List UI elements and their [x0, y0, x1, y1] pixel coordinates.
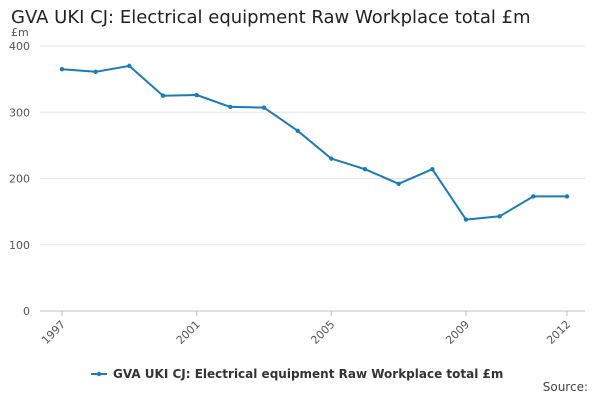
legend[interactable]: GVA UKI CJ: Electrical equipment Raw Wor…	[91, 367, 503, 381]
data-point-1998[interactable]	[93, 69, 98, 75]
y-tick-label-300: 300	[9, 106, 30, 119]
y-axis-ticks: 0 100 200 300 400	[9, 40, 30, 318]
data-point-2003[interactable]	[261, 105, 267, 110]
x-tick-label-2009: 2009	[443, 318, 472, 347]
data-point-2009[interactable]	[463, 217, 469, 222]
data-point-2001[interactable]	[194, 92, 199, 98]
x-tick-label-1997: 1997	[39, 318, 68, 347]
data-point-2002[interactable]	[228, 104, 233, 110]
data-point-1997[interactable]	[59, 66, 65, 72]
source-label: Source:	[542, 380, 588, 394]
data-point-2004[interactable]	[295, 128, 300, 133]
data-point-2008[interactable]	[430, 167, 435, 172]
chart-title: GVA UKI CJ: Electrical equipment Raw Wor…	[11, 7, 531, 28]
data-point-2006[interactable]	[362, 167, 368, 172]
x-tick-label-2012: 2012	[544, 318, 573, 347]
y-axis-unit-label: £m	[11, 26, 29, 39]
legend-swatch-marker	[96, 371, 102, 377]
y-tick-label-200: 200	[9, 173, 30, 186]
x-tick-label-2005: 2005	[308, 318, 337, 347]
x-axis-ticks: 1997 2001 2005 2009 2012	[39, 311, 573, 347]
data-point-2011[interactable]	[531, 194, 536, 199]
series-layer	[59, 63, 570, 222]
gridlines	[40, 45, 585, 246]
data-point-2007[interactable]	[396, 181, 401, 186]
data-point-2000[interactable]	[160, 93, 166, 98]
data-point-2005[interactable]	[329, 156, 334, 161]
x-tick-label-2001: 2001	[174, 318, 203, 347]
data-point-2012[interactable]	[564, 194, 570, 199]
y-tick-label-400: 400	[9, 40, 30, 53]
data-point-2010[interactable]	[497, 214, 502, 219]
legend-entry-label: GVA UKI CJ: Electrical equipment Raw Wor…	[113, 367, 503, 381]
series-line-0	[61, 64, 567, 221]
y-tick-label-100: 100	[9, 239, 30, 252]
data-point-1999[interactable]	[127, 63, 132, 69]
y-tick-label-0: 0	[23, 305, 30, 318]
